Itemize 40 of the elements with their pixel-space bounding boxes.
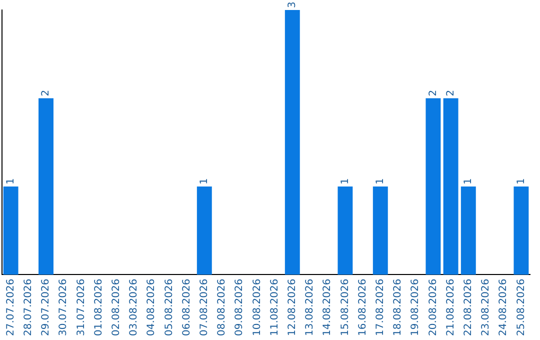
data-label: 1 xyxy=(340,178,351,184)
x-tick-label: 19.08.2026 xyxy=(410,278,422,336)
x-tick-label: 27.07.2026 xyxy=(5,278,16,336)
x-tick-label: 10.08.2026 xyxy=(252,278,263,336)
x-tick-label: 20.08.2026 xyxy=(428,278,439,336)
data-label: 1 xyxy=(516,178,527,184)
x-tick-label: 21.08.2026 xyxy=(445,278,456,336)
data-label: 2 xyxy=(428,90,439,96)
x-tick-label: 30.07.2026 xyxy=(58,278,70,336)
data-label: 2 xyxy=(445,90,456,96)
data-label: 2 xyxy=(40,90,52,96)
x-tick-label: 25.08.2026 xyxy=(516,278,527,336)
x-tick-label: 12.08.2026 xyxy=(286,278,298,336)
x-tick-label: 06.08.2026 xyxy=(181,278,192,336)
x-tick-label: 04.08.2026 xyxy=(146,278,158,336)
x-tick-label: 16.08.2026 xyxy=(357,278,368,336)
x-tick-label: 24.08.2026 xyxy=(498,278,510,336)
x-tick-label: 03.08.2026 xyxy=(128,278,140,336)
x-tick-label: 15.08.2026 xyxy=(340,278,351,336)
x-tick-label: 22.08.2026 xyxy=(462,278,474,336)
data-label: 1 xyxy=(374,178,386,184)
x-tick-label: 11.08.2026 xyxy=(269,278,280,336)
x-tick-label: 14.08.2026 xyxy=(322,278,334,336)
x-tick-label: 05.08.2026 xyxy=(164,278,175,336)
x-tick-label: 08.08.2026 xyxy=(216,278,228,336)
x-tick-label: 18.08.2026 xyxy=(392,278,404,336)
data-label: 3 xyxy=(286,2,298,8)
data-label: 1 xyxy=(198,178,210,184)
data-label: 1 xyxy=(462,178,474,184)
x-tick-label: 09.08.2026 xyxy=(234,278,246,336)
x-tick-label: 23.08.2026 xyxy=(480,278,492,336)
x-tick-label: 29.07.2026 xyxy=(40,278,52,336)
x-tick-label: 31.07.2026 xyxy=(76,278,87,336)
x-tick-label: 07.08.2026 xyxy=(198,278,210,336)
x-tick-label: 17.08.2026 xyxy=(374,278,386,336)
x-tick-label: 28.07.2026 xyxy=(22,278,34,336)
x-tick-label: 01.08.2026 xyxy=(93,278,104,336)
x-tick-label: 13.08.2026 xyxy=(304,278,316,336)
x-tick-label: 02.08.2026 xyxy=(110,278,122,336)
data-label: 1 xyxy=(5,178,16,184)
